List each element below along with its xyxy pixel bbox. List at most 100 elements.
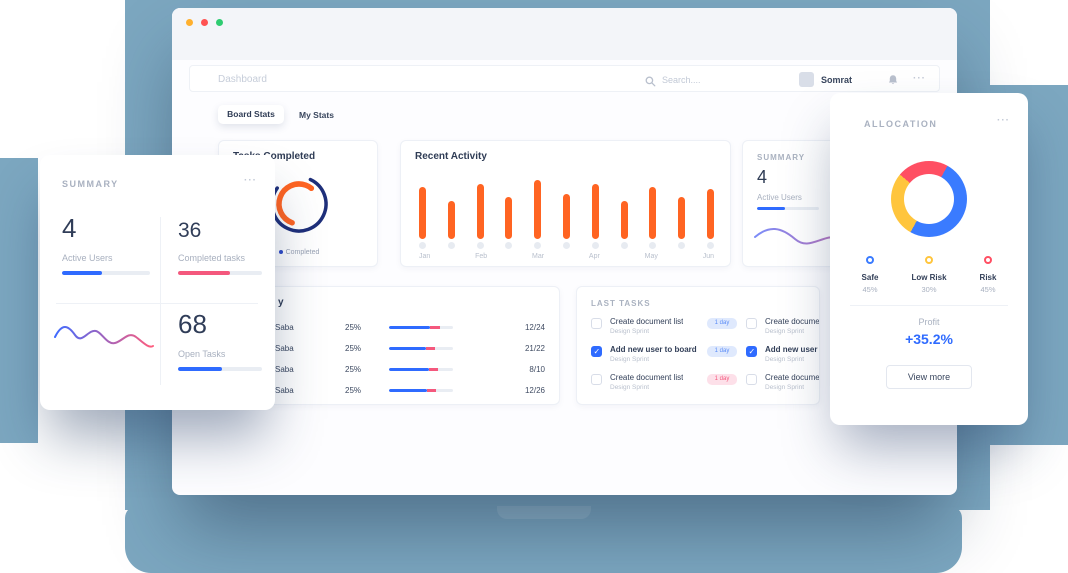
cell-percent: 25% <box>345 365 362 374</box>
task-sublabel: Design Sprint <box>610 356 650 363</box>
card-title: SUMMARY <box>62 179 119 189</box>
axis-label: Jan <box>419 253 431 260</box>
allocation-donut <box>891 161 967 237</box>
view-more-button[interactable]: View more <box>886 365 972 389</box>
legend-percent: 30% <box>921 285 937 294</box>
task-text: Create document list Design Sprint <box>765 373 819 394</box>
activity-bar <box>534 180 542 249</box>
cell-date: 8/10 <box>529 365 545 374</box>
legend-dot-icon <box>278 250 283 255</box>
page-title: Dashboard <box>218 74 267 85</box>
table-row: Saba 25% 21/22 <box>233 338 545 359</box>
cell-name: Saba <box>275 323 294 332</box>
task-sublabel: Design Sprint <box>765 384 805 391</box>
card-menu-icon[interactable]: ··· <box>244 175 257 186</box>
task-checkbox[interactable] <box>746 318 757 329</box>
task-item: Add new user to board Design Sprint 1 da… <box>591 345 737 366</box>
stat-progress <box>178 367 262 371</box>
task-checkbox[interactable] <box>591 318 602 329</box>
task-sublabel: Design Sprint <box>610 384 650 391</box>
task-text: Create document list Design Sprint <box>610 373 683 394</box>
task-checkbox[interactable] <box>746 374 757 385</box>
card-last-tasks: LAST TASKS Create document list Design S… <box>576 286 820 405</box>
legend-percent: 45% <box>862 285 878 294</box>
active-users-label: Active Users <box>757 193 802 202</box>
task-column-right: Create document list Design Sprint Add n… <box>746 317 819 401</box>
user-menu-label[interactable]: Somrat <box>821 75 853 85</box>
tab-my-stats[interactable]: My Stats <box>299 110 334 120</box>
task-checkbox[interactable] <box>746 346 757 357</box>
cell-percent: 25% <box>345 344 362 353</box>
legend-ring-icon <box>984 256 992 264</box>
table-row: Saba 25% 12/24 <box>233 317 545 338</box>
active-users-progress <box>757 207 819 210</box>
card-activity-table: y Saba 25% 12/24 Saba 25% 21/22 <box>218 286 560 405</box>
row-progress <box>389 389 453 392</box>
legend-label: Safe <box>861 273 879 282</box>
cell-percent: 25% <box>345 323 362 332</box>
traffic-light-red[interactable] <box>201 19 208 26</box>
profit-label: Profit <box>918 317 940 327</box>
card-recent-activity: Recent Activity Jan Feb Mar Apr May Jun <box>400 140 731 267</box>
row-progress <box>389 368 453 371</box>
legend-percent: 45% <box>980 285 996 294</box>
stat-progress <box>178 271 262 275</box>
legend-label: Low Risk <box>911 273 947 282</box>
trend-sparkline <box>52 313 156 370</box>
cell-name: Saba <box>275 365 294 374</box>
row-progress <box>389 347 453 350</box>
row-progress <box>389 326 453 329</box>
app-window: Dashboard Somrat ··· Board Stats My Stat… <box>172 8 957 495</box>
stat-label: Open Tasks <box>178 349 226 359</box>
axis-label: Feb <box>475 253 488 260</box>
task-label: Add new user to board <box>765 345 819 354</box>
task-checkbox[interactable] <box>591 346 602 357</box>
legend-label: Risk <box>979 273 997 282</box>
cell-date: 12/26 <box>524 386 545 395</box>
activity-bar <box>591 184 599 249</box>
card-title: Recent Activity <box>415 151 487 162</box>
allocation-legend-item: Risk 45% <box>960 251 1016 294</box>
due-badge: 1 day <box>707 374 737 385</box>
stat-value: 68 <box>178 309 207 339</box>
stat-label: Active Users <box>62 253 113 263</box>
legend-ring-icon <box>866 256 874 264</box>
activity-bar <box>505 197 513 249</box>
active-users-value: 4 <box>757 167 768 187</box>
activity-bar <box>678 197 686 249</box>
background-left-strip <box>0 158 38 443</box>
axis-label: Mar <box>532 253 545 260</box>
stat-progress <box>62 271 150 275</box>
activity-bar <box>706 189 714 249</box>
task-item: Create document list Design Sprint <box>746 373 819 394</box>
due-badge: 1 day <box>707 346 737 357</box>
task-sublabel: Design Sprint <box>765 356 805 363</box>
axis-label: Jun <box>702 253 714 260</box>
laptop-base-notch <box>497 506 591 519</box>
task-text: Add new user to board Design Sprint <box>610 345 697 366</box>
topbar-menu-icon[interactable]: ··· <box>913 73 926 84</box>
task-text: Create document list Design Sprint <box>765 317 819 338</box>
table-row: Saba 25% 12/26 <box>233 380 545 401</box>
task-checkbox[interactable] <box>591 374 602 385</box>
allocation-legend-item: Low Risk 30% <box>901 251 957 294</box>
activity-bar <box>476 184 484 249</box>
axis-label: Apr <box>588 253 600 260</box>
tab-board-stats[interactable]: Board Stats <box>218 105 284 124</box>
user-avatar[interactable] <box>799 72 814 87</box>
activity-bar <box>419 187 426 249</box>
app-topbar: Dashboard Somrat ··· <box>189 65 940 92</box>
traffic-light-orange[interactable] <box>186 19 193 26</box>
task-sublabel: Design Sprint <box>610 328 650 335</box>
window-titlebar <box>172 8 957 60</box>
notifications-bell-icon[interactable] <box>887 73 899 91</box>
task-text: Add new user to board Design Sprint <box>765 345 819 366</box>
search-icon <box>645 74 656 92</box>
traffic-light-green[interactable] <box>216 19 223 26</box>
task-text: Create document list Design Sprint <box>610 317 683 338</box>
card-title: LAST TASKS <box>591 299 651 308</box>
card-title: Tasks Completed <box>233 151 316 162</box>
search-input[interactable] <box>662 72 762 87</box>
card-menu-icon[interactable]: ··· <box>997 115 1010 126</box>
